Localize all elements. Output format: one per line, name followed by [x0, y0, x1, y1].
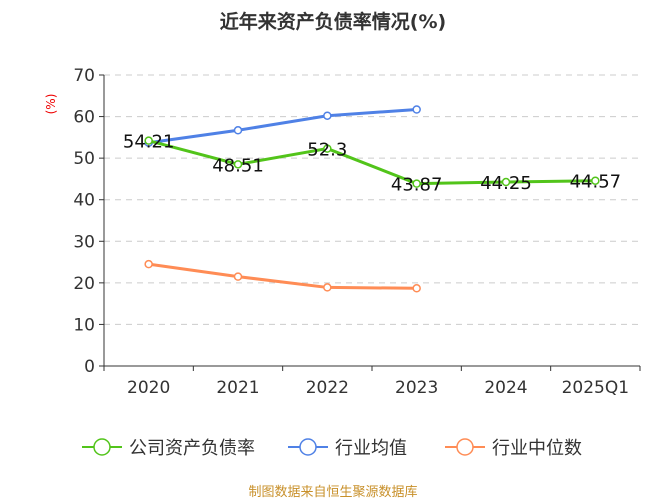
series-line-1 — [148, 108, 417, 145]
y-tick-label: 20 — [73, 274, 95, 294]
x-tick-label: 2023 — [395, 378, 438, 398]
data-point — [412, 105, 421, 114]
legend-marker — [93, 438, 111, 456]
data-point — [323, 283, 332, 292]
data-point — [323, 144, 332, 153]
data-point — [501, 177, 511, 187]
y-tick-label: 10 — [73, 315, 95, 335]
data-point — [412, 179, 421, 188]
data-label: 44.57 — [570, 172, 622, 193]
x-tick-label: 2020 — [127, 378, 170, 398]
series-line-2 — [148, 262, 417, 290]
y-tick-label: 70 — [73, 66, 95, 86]
data-label: 43.87 — [391, 175, 443, 196]
data-point — [412, 284, 421, 293]
y-tick-label: 30 — [73, 232, 95, 252]
data-point — [233, 126, 243, 135]
x-tick-label: 2025Q1 — [562, 378, 629, 398]
legend-label: 行业均值 — [335, 438, 407, 459]
data-point — [233, 160, 243, 169]
x-tick-label: 2024 — [484, 378, 527, 398]
y-axis-label: (%) — [44, 94, 58, 115]
legend-marker — [456, 438, 474, 456]
y-tick-label: 0 — [84, 357, 95, 377]
legend-label: 行业中位数 — [492, 438, 582, 459]
data-point — [233, 272, 243, 281]
legend-marker — [299, 438, 317, 456]
x-tick-label: 2022 — [306, 378, 349, 398]
series-line-0 — [148, 139, 596, 186]
data-point — [144, 259, 153, 269]
y-tick-label: 60 — [73, 108, 95, 128]
y-tick-label: 40 — [73, 191, 95, 211]
y-tick-label: 50 — [73, 149, 95, 169]
data-point — [144, 136, 153, 145]
data-label: 48.51 — [212, 155, 264, 176]
data-point — [591, 176, 600, 185]
data-label: 44.25 — [480, 173, 532, 194]
data-label: 54.21 — [123, 132, 175, 153]
data-point — [323, 111, 332, 120]
footer-source: 制图数据来自恒生聚源数据库 — [248, 484, 417, 500]
data-label: 52.3 — [307, 140, 347, 161]
chart-title: 近年来资产负债率情况(%) — [220, 10, 446, 33]
x-tick-label: 2021 — [216, 378, 259, 398]
legend-label: 公司资产负债率 — [129, 438, 255, 459]
